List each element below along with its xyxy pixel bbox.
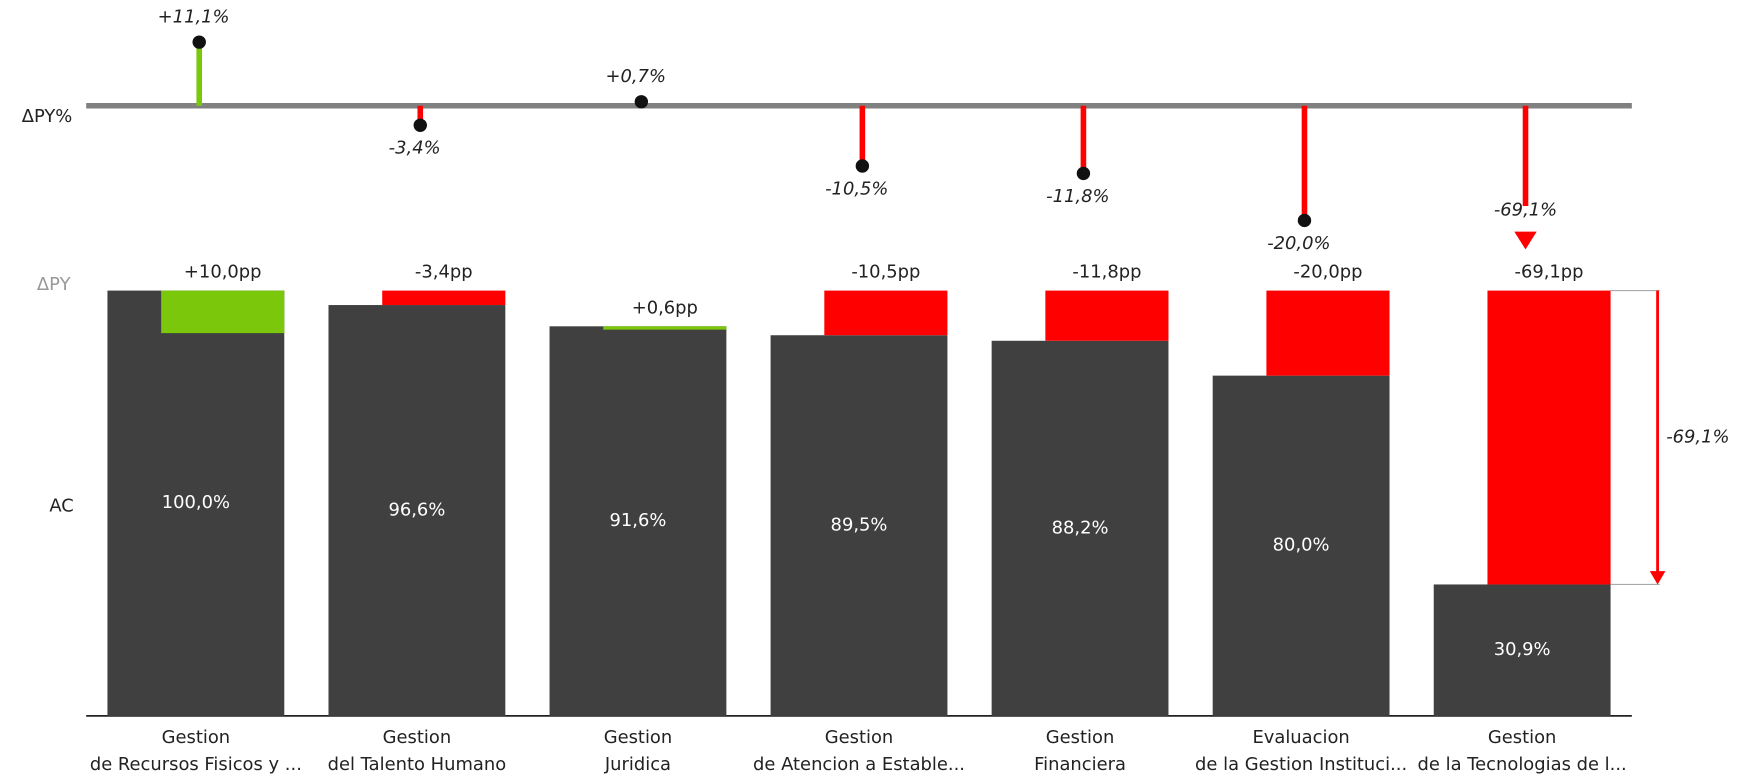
bar-label: 80,0% <box>1273 535 1330 556</box>
delta-label: -10,5pp <box>851 262 920 283</box>
pin-head <box>192 35 206 49</box>
row-label: ΔPY% <box>22 106 73 127</box>
x-tick-label: del Talento Humano <box>328 754 507 775</box>
delta-bar <box>1045 290 1169 341</box>
pin-label: -20,0% <box>1267 233 1330 254</box>
bar <box>549 326 727 716</box>
bar <box>1212 375 1390 716</box>
pin-head <box>855 159 870 173</box>
pin-arrow <box>1514 231 1537 250</box>
pin-head <box>1076 166 1091 181</box>
bar-label: 100,0% <box>162 492 230 513</box>
x-tick-label: de Atencion a Estable... <box>753 754 965 775</box>
row-label: ΔPY <box>37 274 71 295</box>
x-tick-label: Gestion <box>383 727 452 748</box>
x-tick-label: de la Tecnologias de l... <box>1418 754 1627 775</box>
pin-label: +0,7% <box>605 66 666 87</box>
pin-head <box>413 118 427 132</box>
bar-label: 30,9% <box>1494 639 1551 660</box>
x-tick-label: Evaluacion <box>1252 727 1349 748</box>
x-tick-label: de la Gestion Instituci... <box>1195 754 1407 775</box>
delta-label: -3,4pp <box>415 262 473 283</box>
delta-bar <box>161 290 285 334</box>
bar-label: 88,2% <box>1052 517 1109 538</box>
bar <box>770 335 948 716</box>
delta-label: -11,8pp <box>1072 262 1141 283</box>
x-tick-label: Gestion <box>1488 727 1557 748</box>
x-tick-label: Juridica <box>604 754 671 775</box>
bar-label: 96,6% <box>388 499 445 520</box>
x-tick-label: Financiera <box>1034 754 1126 775</box>
bar <box>328 305 506 716</box>
bar <box>107 290 285 716</box>
pin-label: +11,1% <box>158 7 230 28</box>
bar-label: 89,5% <box>831 515 888 536</box>
bar-label: 91,6% <box>610 510 667 531</box>
bar <box>1433 584 1611 716</box>
delta-label: -69,1pp <box>1514 262 1583 283</box>
pin-label: -10,5% <box>825 178 888 199</box>
pin-label: -69,1% <box>1494 199 1557 220</box>
delta-label: +0,6pp <box>632 298 698 319</box>
x-tick-label: Gestion <box>162 727 231 748</box>
pin-head <box>1297 213 1312 228</box>
x-tick-label: Gestion <box>825 727 894 748</box>
delta-label: +10,0pp <box>184 262 262 283</box>
delta-bar <box>382 290 506 306</box>
annotation-arrowhead <box>1649 571 1666 585</box>
x-tick-label: Gestion <box>604 727 673 748</box>
x-tick-label: Gestion <box>1046 727 1115 748</box>
pin-head <box>634 95 649 109</box>
row-label: AC <box>49 496 73 517</box>
annotation-label: -69,1% <box>1666 427 1729 448</box>
delta-bar <box>603 326 727 330</box>
delta-label: -20,0pp <box>1293 262 1362 283</box>
pin-label: -11,8% <box>1046 186 1109 207</box>
x-tick-label: de Recursos Fisicos y ... <box>90 754 302 775</box>
bar <box>991 340 1169 716</box>
delta-bar <box>824 290 948 336</box>
pin-label: -3,4% <box>389 138 441 159</box>
delta-bar <box>1266 290 1390 376</box>
delta-bar <box>1487 290 1611 585</box>
